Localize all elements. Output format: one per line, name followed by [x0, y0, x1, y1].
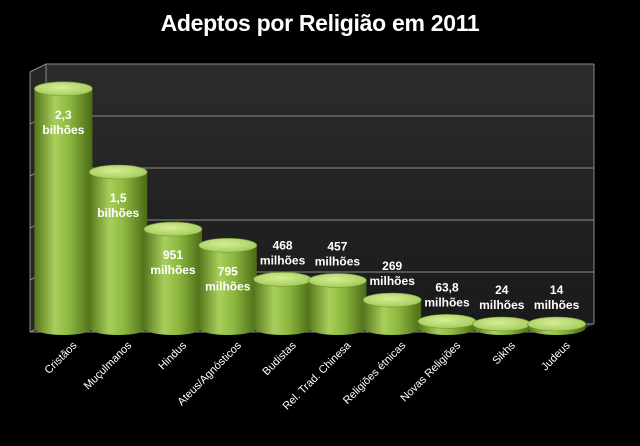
- data-label-value: 269: [382, 259, 402, 273]
- category-label: Judeus: [539, 339, 573, 373]
- data-label-value: 457: [327, 239, 347, 253]
- category-label: Cristãos: [43, 339, 80, 376]
- bar-top: [198, 238, 258, 253]
- bar-top: [34, 81, 93, 97]
- bar: [34, 81, 93, 335]
- bar-body: [253, 279, 312, 335]
- data-label-unit: bilhões: [97, 206, 139, 220]
- data-label-unit: milhões: [479, 298, 525, 312]
- category-label: Novas Religiões: [398, 339, 463, 404]
- category-label: Muçulmanos: [82, 339, 135, 392]
- data-label-unit: milhões: [260, 253, 306, 267]
- bar-top: [253, 272, 312, 287]
- data-label-value: 24: [495, 283, 509, 297]
- bar: [143, 221, 203, 335]
- data-label-value: 951: [163, 248, 183, 262]
- bar: [198, 238, 258, 335]
- bar-body: [144, 229, 202, 335]
- bar-top: [362, 292, 422, 308]
- bar: [417, 314, 477, 335]
- data-label-unit: bilhões: [42, 123, 84, 137]
- bar: [472, 316, 532, 335]
- bar-top: [88, 164, 148, 180]
- bar-body: [363, 300, 422, 335]
- bar-body: [34, 88, 93, 335]
- bar-top: [417, 314, 477, 329]
- bar-top: [143, 221, 203, 237]
- data-label-value: 795: [218, 264, 238, 278]
- chart-title: Adeptos por Religião em 2011: [160, 10, 480, 36]
- bar-body: [308, 280, 367, 335]
- bar-body: [198, 245, 257, 335]
- data-label-unit: milhões: [424, 295, 470, 309]
- data-label-unit: milhões: [315, 254, 361, 268]
- data-label-value: 14: [550, 283, 564, 297]
- bar: [253, 272, 312, 335]
- bar: [527, 316, 586, 335]
- data-label-unit: milhões: [370, 274, 416, 288]
- bar-top: [308, 273, 367, 288]
- data-label-unit: milhões: [205, 279, 251, 293]
- category-label: Hindus: [156, 339, 189, 372]
- data-label-value: 1,5: [110, 191, 127, 205]
- data-label-value: 2,3: [55, 108, 72, 122]
- bar: [88, 164, 148, 335]
- data-label-value: 468: [273, 238, 293, 252]
- data-label-unit: milhões: [534, 298, 580, 312]
- data-label-unit: milhões: [150, 263, 196, 277]
- bar-body: [89, 172, 148, 335]
- category-label: Sikhs: [490, 339, 518, 367]
- bar-top: [472, 316, 532, 332]
- bar-top: [527, 316, 586, 332]
- bar: [362, 292, 422, 335]
- bar: [308, 273, 367, 335]
- category-label: Budistas: [260, 339, 299, 378]
- data-label-value: 63,8: [435, 280, 459, 294]
